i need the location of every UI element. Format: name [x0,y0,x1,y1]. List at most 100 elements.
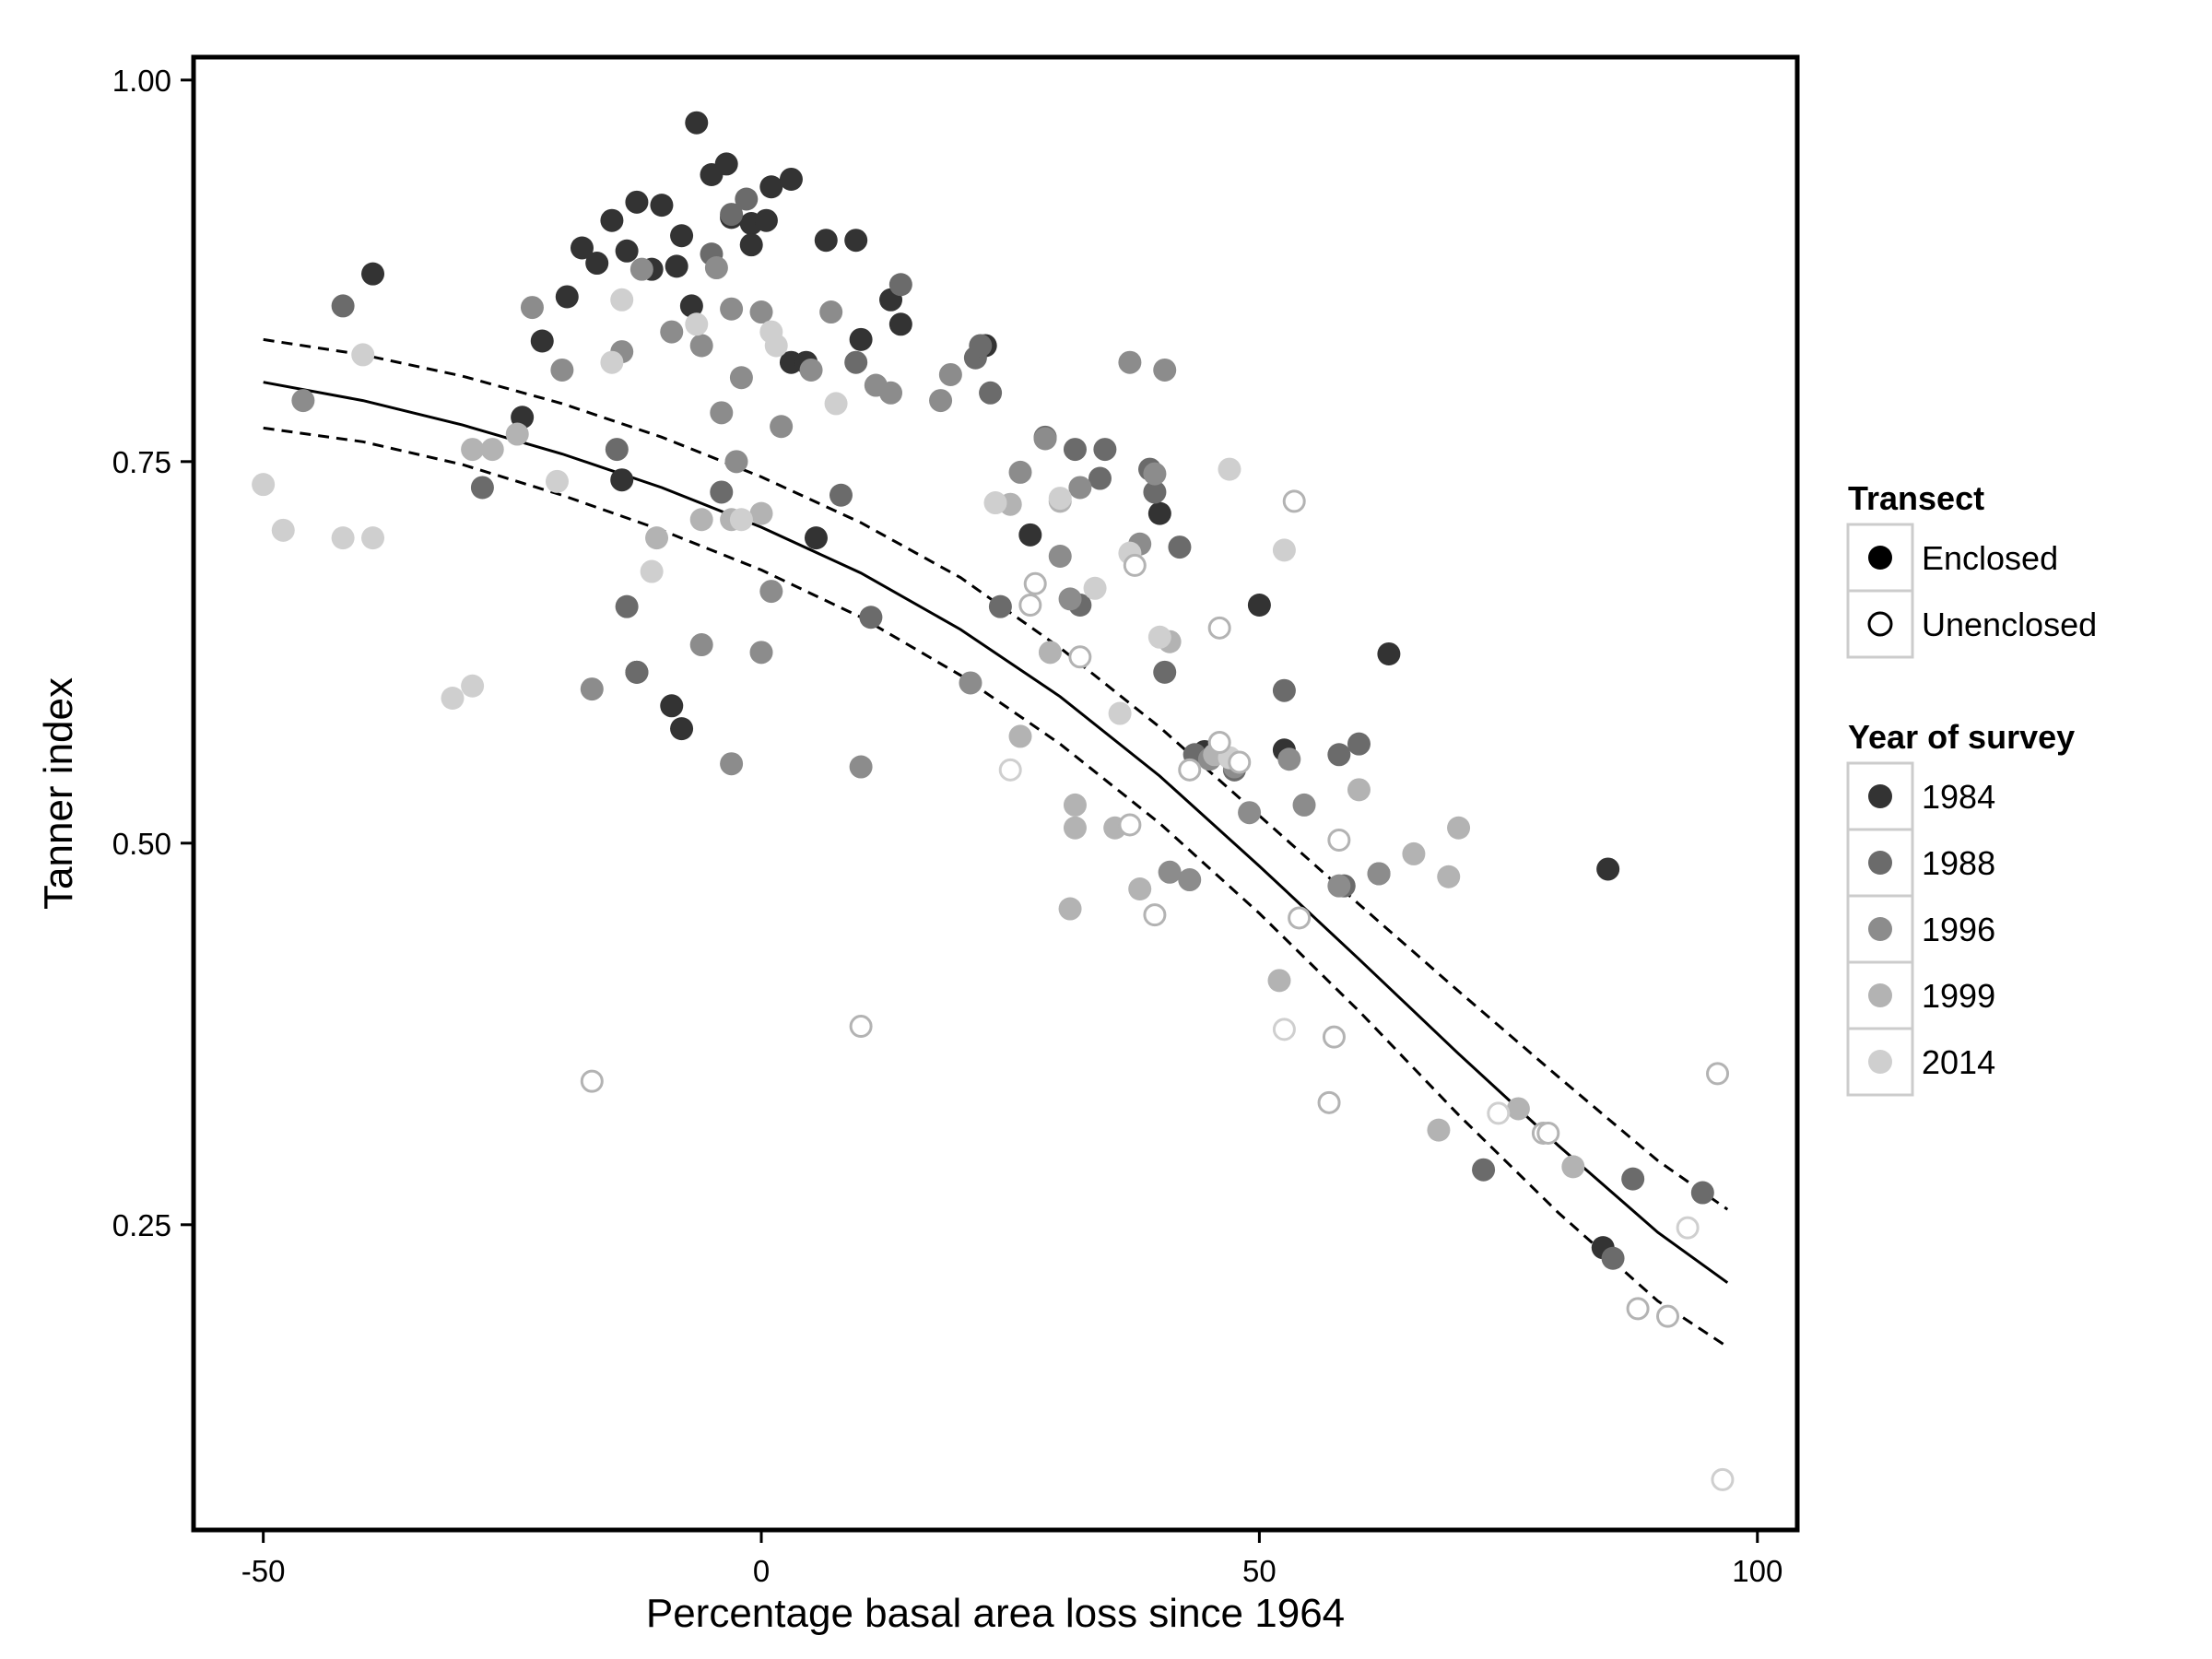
legend-marker [1868,851,1892,875]
point-2014 [351,343,375,367]
y-tick-label: 1.00 [112,64,171,98]
point-2014 [764,334,788,358]
point-2014 [331,526,355,550]
legend-label: 1999 [1922,977,1995,1015]
point-unenclosed [1207,731,1231,755]
point-unenclosed [1536,1121,1560,1145]
point-unenclosed [1272,1018,1296,1041]
point-2014 [545,469,569,493]
y-tick-label: 0.50 [112,827,171,861]
point-unenclosed [1123,553,1147,577]
legend-label: 1988 [1922,844,1995,882]
point-1988 [1601,1246,1625,1270]
point-1999 [1427,1118,1451,1142]
point-1996 [1158,860,1182,884]
point-1984 [615,239,639,263]
legend: Transect Enclosed Unenclosed Year of survey… [1846,479,2097,1097]
x-axis-title: Percentage basal area loss since 1964 [646,1591,1345,1636]
point-1996 [1118,350,1142,374]
legend-marker [1868,983,1892,1007]
point-1999 [1038,641,1062,665]
point-1988 [844,350,868,374]
point-1984 [670,224,694,248]
point-1984 [844,229,868,253]
x-tick-label: -50 [241,1554,286,1588]
point-1988 [1088,466,1112,490]
legend-title: Transect [1848,479,1984,517]
point-unenclosed [1626,1297,1650,1321]
point-1996 [550,358,574,382]
point-1988 [1690,1181,1714,1205]
point-1988 [615,594,639,618]
point-1996 [929,389,953,413]
point-1988 [735,187,759,211]
point-unenclosed [849,1015,873,1039]
legend-label: 1984 [1922,778,1995,816]
point-1996 [1277,747,1301,771]
point-1996 [729,366,753,390]
point-2014 [361,526,385,550]
point-unenclosed [1143,903,1167,927]
point-1996 [1367,862,1391,886]
point-1984 [714,152,738,176]
point-1996 [1143,462,1167,486]
point-1988 [979,381,1003,405]
point-1984 [685,111,709,135]
point-1984 [610,468,634,492]
point-1996 [749,641,773,665]
y-tick-label: 0.75 [112,445,171,479]
point-1988 [605,438,629,462]
point-1988 [1143,480,1167,504]
point-1999 [1063,793,1087,817]
point-1984 [625,190,649,214]
point-1988 [859,606,883,629]
point-1984 [361,262,385,286]
point-1984 [665,254,688,278]
ci-upper-line [263,337,1729,1211]
point-1988 [1621,1167,1645,1191]
point-unenclosed [1288,906,1312,930]
point-1984 [849,327,873,351]
legend-marker [1868,917,1892,941]
point-1984 [585,252,609,276]
point-1996 [1327,874,1351,898]
point-unenclosed [1282,489,1306,513]
point-1984 [555,285,579,309]
point-1984 [814,229,838,253]
point-1996 [819,300,843,324]
data-points [252,111,1735,1491]
point-1988 [710,480,734,504]
point-unenclosed [1018,593,1042,617]
point-1999 [1058,897,1082,921]
point-1984 [1596,857,1620,881]
point-1996 [720,752,744,776]
point-2014 [271,518,295,542]
point-1988 [1153,660,1177,684]
point-1999 [689,508,713,532]
point-1988 [331,294,355,318]
point-1999 [505,422,529,446]
point-2014 [441,687,465,711]
point-1996 [629,257,653,281]
legend-marker [1868,784,1892,808]
point-1984 [1377,641,1401,665]
legend-label: Unenclosed [1922,606,2097,643]
point-1996 [720,297,744,321]
legend-marker [1868,1050,1892,1074]
legend-label: 1996 [1922,911,1995,948]
point-1984 [888,312,912,336]
legend-marker-open [1867,611,1893,637]
point-2014 [1048,487,1072,511]
point-1988 [1472,1158,1496,1182]
point-unenclosed [1228,750,1252,774]
point-1996 [1068,476,1092,500]
ci-lower-line [263,426,1729,1348]
point-1996 [689,633,713,657]
point-1996 [580,677,604,701]
point-1996 [660,320,684,344]
point-2014 [1147,625,1171,649]
point-unenclosed [1068,645,1092,669]
point-1988 [1347,732,1371,756]
y-axis-title: Tanner index [36,677,81,910]
